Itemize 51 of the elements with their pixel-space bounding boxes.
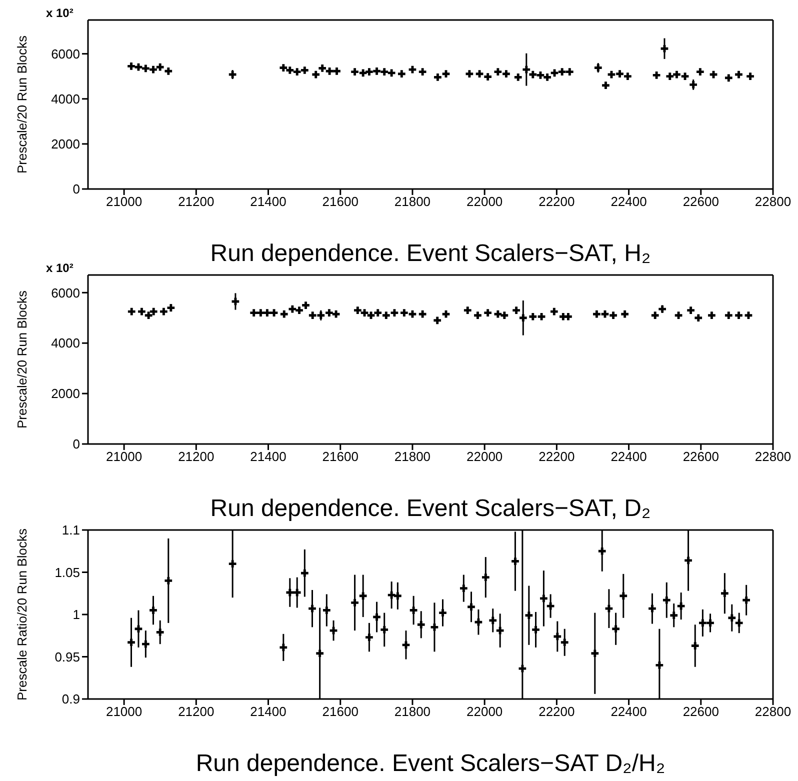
x-tick-label: 22400 (610, 449, 647, 464)
y-tick-label: 0.9 (62, 692, 80, 707)
y-tick-label: 2000 (51, 136, 80, 152)
x-tick-label: 21200 (178, 449, 214, 464)
y-tick-label: 0 (72, 436, 80, 452)
x-tick-label: 21000 (106, 704, 142, 720)
x-tick-label: 22000 (466, 449, 503, 464)
y-tick-label: 2000 (51, 386, 80, 402)
x-tick-label: 22200 (538, 704, 575, 720)
text: x 10² (46, 261, 74, 275)
x-tick-label: 22000 (466, 194, 503, 210)
y-tick-label: 0 (72, 182, 80, 197)
x-tick-label: 22800 (754, 449, 792, 464)
y-tick-label: 4000 (51, 336, 80, 351)
x-tick-label: 21800 (394, 194, 431, 210)
x-tick-label: 21400 (250, 194, 286, 210)
x-tick-label: 22400 (610, 194, 647, 210)
y-tick-label: 4000 (51, 91, 80, 106)
x-tick-label: 22000 (466, 704, 503, 720)
x-tick-label: 21800 (394, 449, 431, 464)
y-tick-label: 1.05 (54, 564, 80, 580)
x-axis-title: Run dependence. Event Scalers−SAT, D₂ (210, 495, 651, 522)
x-tick-label: 21400 (250, 449, 286, 464)
x-tick-label: 21800 (394, 704, 431, 720)
y-axis-title: Prescale/20 Run Blocks (14, 34, 30, 174)
x-tick-label: 21200 (178, 704, 214, 720)
y-tick-label: 1.1 (62, 522, 80, 538)
y-axis-title: Prescale/20 Run Blocks (14, 290, 30, 429)
x-tick-label: 22600 (682, 704, 719, 720)
y-tick-label: 0.95 (54, 649, 80, 664)
x-tick-label: 21600 (322, 449, 358, 464)
x-tick-label: 22200 (538, 194, 575, 210)
x-tick-label: 21000 (106, 194, 142, 210)
y-axis-title: Prescale Ratio/20 Run Blocks (14, 528, 30, 700)
text: x 10² (46, 6, 74, 20)
y-tick-label: 1 (72, 607, 80, 622)
x-tick-label: 22600 (682, 194, 719, 210)
x-tick-label: 21000 (106, 449, 142, 464)
x-tick-label: 21600 (322, 704, 358, 720)
x-tick-label: 21600 (322, 194, 358, 210)
x-tick-label: 22800 (754, 194, 792, 210)
y-tick-label: 6000 (51, 46, 80, 62)
x-axis-title: Run dependence. Event Scalers−SAT D₂/H₂ (196, 750, 666, 777)
x-tick-label: 22600 (682, 449, 719, 464)
x-axis-title: Run dependence. Event Scalers−SAT, H₂ (210, 240, 651, 267)
x-tick-label: 22800 (754, 704, 792, 720)
x-tick-label: 21400 (250, 704, 286, 720)
x-tick-label: 21200 (178, 194, 214, 210)
y-tick-label: 6000 (51, 285, 80, 300)
x-tick-label: 22400 (610, 704, 647, 720)
x-tick-label: 22200 (538, 449, 575, 464)
